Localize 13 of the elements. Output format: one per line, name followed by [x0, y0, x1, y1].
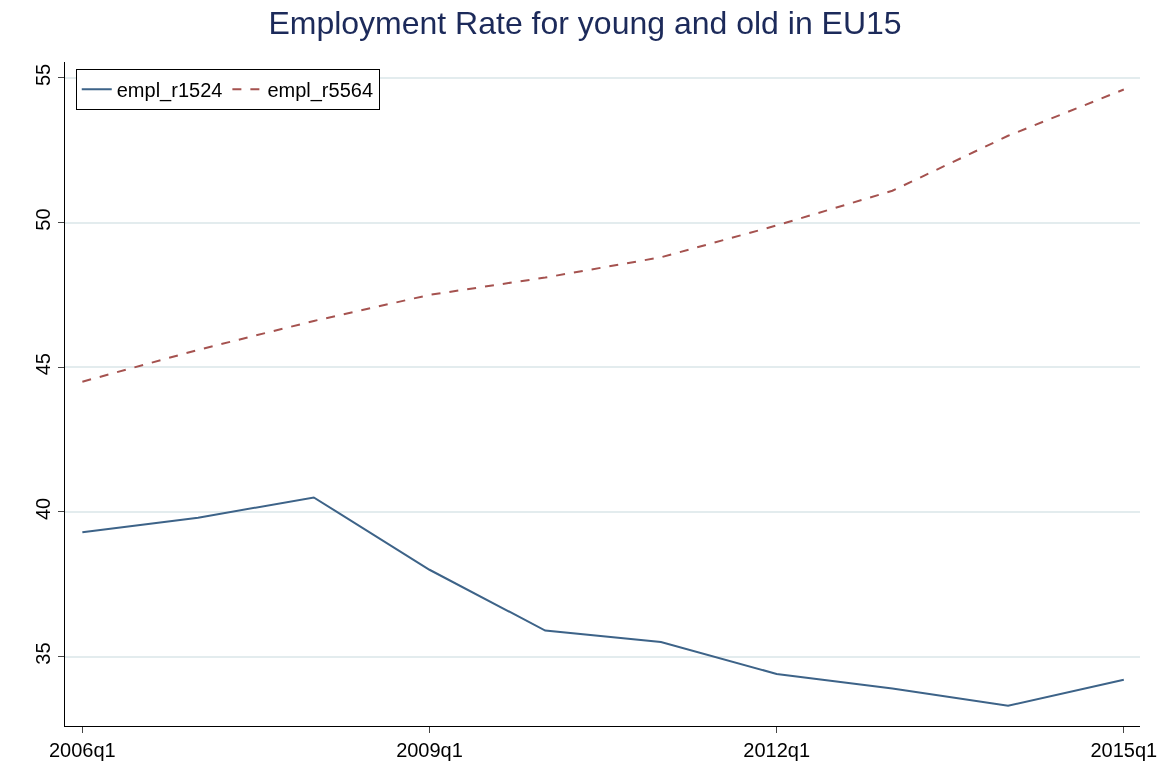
x-tick-label: 2009q1 — [396, 739, 463, 761]
chart-title: Employment Rate for young and old in EU15 — [268, 5, 902, 42]
x-tick-label: 2015q1 — [1090, 739, 1158, 761]
line-series — [81, 496, 1125, 707]
legend-label: empl_r5564 — [267, 78, 373, 102]
x-tick-label: 2012q1 — [743, 739, 811, 761]
y-tick-label: 50 — [32, 208, 54, 231]
legend-label: empl_r1524 — [116, 78, 223, 102]
y-tick-label: 45 — [32, 353, 54, 376]
y-tick-label: 55 — [32, 63, 54, 87]
y-tick-label: 40 — [32, 497, 54, 521]
x-tick-label: 2006q1 — [48, 739, 116, 761]
y-tick-label: 35 — [32, 642, 54, 665]
